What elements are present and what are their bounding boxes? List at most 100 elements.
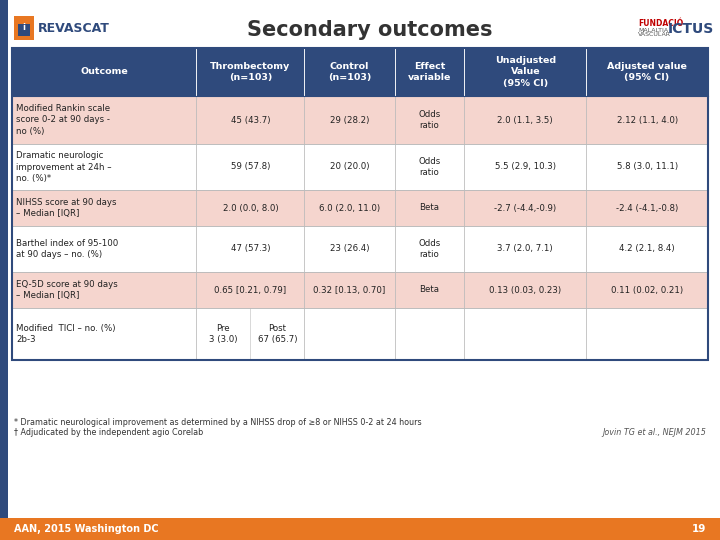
Text: 23 (26.4): 23 (26.4) [330, 245, 369, 253]
Bar [12, 226, 197, 272]
Text: AAN, 2015 Washington DC: AAN, 2015 Washington DC [14, 524, 158, 534]
Bar [586, 308, 708, 360]
Bar [586, 190, 708, 226]
Text: Effect
variable: Effect variable [408, 62, 451, 82]
Bar [12, 226, 708, 272]
Text: Barthel index of 95-100
at 90 days – no. (%): Barthel index of 95-100 at 90 days – no.… [16, 239, 118, 259]
Bar [586, 272, 708, 308]
Bar [586, 96, 708, 144]
Bar [305, 226, 395, 272]
Text: Unadjusted
Value
(95% CI): Unadjusted Value (95% CI) [495, 56, 556, 87]
Text: Dramatic neurologic
improvement at 24h –
no. (%)*: Dramatic neurologic improvement at 24h –… [16, 151, 112, 183]
Text: Adjusted value
(95% CI): Adjusted value (95% CI) [607, 62, 687, 82]
Text: Control
(n=103): Control (n=103) [328, 62, 372, 82]
Bar [12, 190, 708, 226]
Bar [464, 308, 586, 360]
Text: Odds
ratio: Odds ratio [418, 157, 441, 177]
Bar [395, 272, 464, 308]
Bar [464, 226, 586, 272]
Text: 29 (28.2): 29 (28.2) [330, 116, 369, 125]
Text: 45 (43.7): 45 (43.7) [230, 116, 270, 125]
Bar [395, 144, 464, 190]
Bar [395, 48, 464, 96]
Text: -2.7 (-4.4,-0.9): -2.7 (-4.4,-0.9) [494, 204, 557, 213]
Bar [395, 226, 464, 272]
Bar [464, 272, 586, 308]
Bar [305, 48, 395, 96]
Text: i: i [22, 24, 25, 32]
Text: * Dramatic neurological improvement as determined by a NIHSS drop of ≥8 or NIHSS: * Dramatic neurological improvement as d… [14, 418, 422, 427]
Bar [0, 518, 720, 540]
Text: 6.0 (2.0, 11.0): 6.0 (2.0, 11.0) [319, 204, 380, 213]
Text: 2.0 (1.1, 3.5): 2.0 (1.1, 3.5) [498, 116, 553, 125]
Text: Secondary outcomes: Secondary outcomes [247, 20, 492, 40]
Bar [12, 190, 197, 226]
Bar [0, 0, 8, 518]
Bar [12, 48, 708, 360]
Text: Odds
ratio: Odds ratio [418, 110, 441, 130]
Text: Modified  TICI – no. (%)
2b-3: Modified TICI – no. (%) 2b-3 [16, 324, 115, 344]
Bar [464, 48, 586, 96]
Bar [305, 96, 395, 144]
Text: Odds
ratio: Odds ratio [418, 239, 441, 259]
Bar [586, 226, 708, 272]
Text: Beta: Beta [420, 286, 440, 294]
Bar [395, 96, 464, 144]
Text: 59 (57.8): 59 (57.8) [230, 163, 270, 172]
Text: 20 (20.0): 20 (20.0) [330, 163, 369, 172]
Bar [14, 16, 34, 40]
Text: ICTUS: ICTUS [668, 22, 714, 36]
Bar [464, 190, 586, 226]
Bar [12, 308, 197, 360]
Text: Beta: Beta [420, 204, 440, 213]
Bar [12, 272, 197, 308]
Bar [464, 144, 586, 190]
Bar [197, 226, 305, 272]
Bar [197, 48, 305, 96]
Bar [197, 308, 305, 360]
Text: 0.32 [0.13, 0.70]: 0.32 [0.13, 0.70] [313, 286, 386, 294]
Text: Post
67 (65.7): Post 67 (65.7) [258, 324, 297, 344]
Text: 4.2 (2.1, 8.4): 4.2 (2.1, 8.4) [619, 245, 675, 253]
Text: 47 (57.3): 47 (57.3) [230, 245, 270, 253]
Text: 0.13 (0.03, 0.23): 0.13 (0.03, 0.23) [489, 286, 562, 294]
Text: Thrombectomy
(n=103): Thrombectomy (n=103) [210, 62, 290, 82]
Text: Jovin TG et al., NEJM 2015: Jovin TG et al., NEJM 2015 [602, 428, 706, 437]
Bar [12, 144, 197, 190]
Bar [12, 308, 708, 360]
Text: † Adjudicated by the independent agio Corelab: † Adjudicated by the independent agio Co… [14, 428, 203, 437]
Bar [18, 24, 30, 36]
Bar [12, 96, 708, 144]
Bar [395, 308, 464, 360]
Bar [586, 144, 708, 190]
Bar [305, 190, 395, 226]
Text: Pre
3 (3.0): Pre 3 (3.0) [209, 324, 238, 344]
Bar [12, 96, 197, 144]
Text: -2.4 (-4.1,-0.8): -2.4 (-4.1,-0.8) [616, 204, 678, 213]
Bar [197, 190, 305, 226]
Bar [12, 144, 708, 190]
Text: Outcome: Outcome [81, 68, 128, 77]
Text: 5.8 (3.0, 11.1): 5.8 (3.0, 11.1) [616, 163, 678, 172]
Bar [197, 272, 305, 308]
Text: 5.5 (2.9, 10.3): 5.5 (2.9, 10.3) [495, 163, 556, 172]
Text: FUNDACIÓ: FUNDACIÓ [638, 19, 683, 29]
Bar [305, 272, 395, 308]
Text: 0.65 [0.21, 0.79]: 0.65 [0.21, 0.79] [215, 286, 287, 294]
Bar [305, 308, 395, 360]
Bar [12, 272, 708, 308]
Text: NIHSS score at 90 days
– Median [IQR]: NIHSS score at 90 days – Median [IQR] [16, 198, 117, 218]
Text: 19: 19 [692, 524, 706, 534]
Text: 2.0 (0.0, 8.0): 2.0 (0.0, 8.0) [222, 204, 278, 213]
Bar [464, 96, 586, 144]
Text: 0.11 (0.02, 0.21): 0.11 (0.02, 0.21) [611, 286, 683, 294]
Bar [395, 190, 464, 226]
Bar [305, 144, 395, 190]
Text: EQ-5D score at 90 days
– Median [IQR]: EQ-5D score at 90 days – Median [IQR] [16, 280, 118, 300]
Text: Modified Rankin scale
score 0-2 at 90 days -
no (%): Modified Rankin scale score 0-2 at 90 da… [16, 104, 110, 136]
Bar [12, 48, 197, 96]
Text: REVASCAT: REVASCAT [38, 22, 110, 35]
Text: VASCULAR: VASCULAR [638, 32, 671, 37]
Text: 2.12 (1.1, 4.0): 2.12 (1.1, 4.0) [616, 116, 678, 125]
Text: 3.7 (2.0, 7.1): 3.7 (2.0, 7.1) [498, 245, 553, 253]
